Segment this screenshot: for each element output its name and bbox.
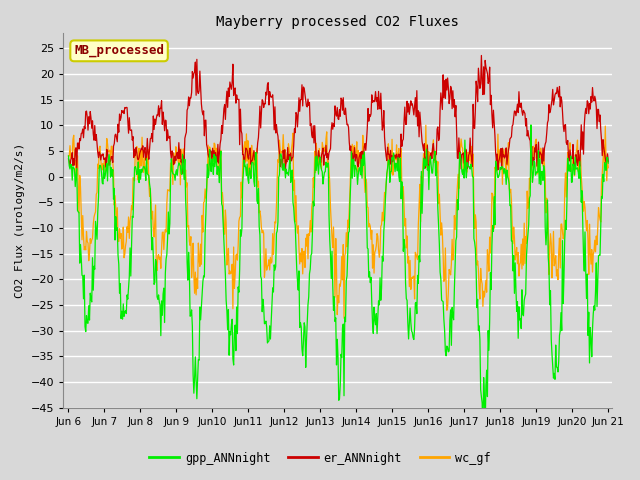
wc_gf: [185, 223, 193, 228]
wc_gf: [213, 147, 221, 153]
gpp_ANNnight: [604, 160, 612, 166]
Text: MB_processed: MB_processed: [74, 44, 164, 58]
er_ANNnight: [74, 140, 82, 146]
wc_gf: [130, 176, 138, 182]
Y-axis label: CO2 Flux (urology/m2/s): CO2 Flux (urology/m2/s): [15, 143, 25, 298]
Line: er_ANNnight: er_ANNnight: [68, 56, 608, 175]
gpp_ANNnight: [479, 434, 487, 440]
Line: wc_gf: wc_gf: [68, 125, 608, 318]
er_ANNnight: [213, 159, 221, 165]
er_ANNnight: [404, 101, 412, 107]
Title: Mayberry processed CO2 Fluxes: Mayberry processed CO2 Fluxes: [216, 15, 459, 29]
gpp_ANNnight: [420, 156, 428, 161]
wc_gf: [422, 122, 429, 128]
er_ANNnight: [420, 141, 428, 146]
wc_gf: [340, 315, 348, 321]
wc_gf: [404, 254, 412, 260]
er_ANNnight: [185, 94, 193, 100]
wc_gf: [604, 165, 612, 170]
er_ANNnight: [604, 159, 612, 165]
er_ANNnight: [65, 156, 72, 162]
wc_gf: [74, 184, 82, 190]
gpp_ANNnight: [74, 209, 82, 215]
gpp_ANNnight: [185, 250, 193, 255]
gpp_ANNnight: [213, 171, 221, 177]
Line: gpp_ANNnight: gpp_ANNnight: [68, 125, 608, 437]
gpp_ANNnight: [130, 189, 138, 194]
er_ANNnight: [130, 155, 138, 160]
wc_gf: [420, 159, 428, 165]
gpp_ANNnight: [65, 153, 72, 159]
gpp_ANNnight: [404, 320, 412, 325]
gpp_ANNnight: [527, 122, 535, 128]
wc_gf: [65, 153, 72, 159]
er_ANNnight: [477, 53, 485, 59]
Legend: gpp_ANNnight, er_ANNnight, wc_gf: gpp_ANNnight, er_ANNnight, wc_gf: [145, 447, 495, 469]
er_ANNnight: [357, 172, 365, 178]
